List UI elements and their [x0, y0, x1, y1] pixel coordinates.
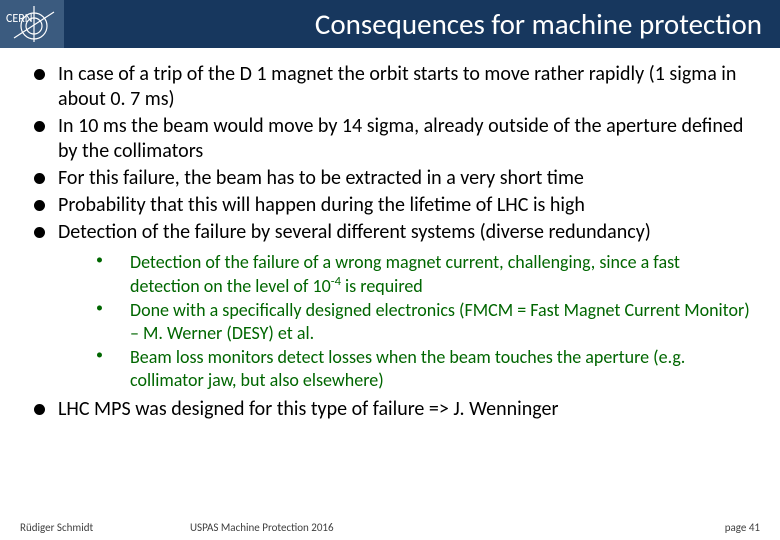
sub-bullet-item: Done with a specifically designed electr… [86, 299, 752, 344]
cern-logo-text: CERN [6, 12, 33, 26]
footer-event: USPAS Machine Protection 2016 [190, 521, 680, 534]
slide-content: In case of a trip of the D 1 magnet the … [0, 48, 780, 422]
footer-page: page 41 [680, 521, 760, 534]
bullet-item: In 10 ms the beam would move by 14 sigma… [28, 114, 752, 164]
bullet-item: In case of a trip of the D 1 magnet the … [28, 62, 752, 112]
sub-bullet-item: Detection of the failure of a wrong magn… [86, 251, 752, 297]
bullet-item: Detection of the failure by several diff… [28, 220, 752, 245]
sub-bullet-item: Beam loss monitors detect losses when th… [86, 346, 752, 391]
bullet-item: LHC MPS was designed for this type of fa… [28, 397, 752, 422]
slide-title: Consequences for machine protection [64, 6, 780, 42]
sub-bullet-list: Detection of the failure of a wrong magn… [86, 251, 752, 391]
slide-footer: Rüdiger Schmidt USPAS Machine Protection… [0, 521, 780, 534]
main-bullet-list-2: LHC MPS was designed for this type of fa… [28, 397, 752, 422]
bullet-item: For this failure, the beam has to be ext… [28, 166, 752, 191]
exponent: -4 [331, 274, 341, 289]
cern-logo: CERN [0, 0, 64, 48]
footer-author: Rüdiger Schmidt [20, 521, 190, 534]
main-bullet-list: In case of a trip of the D 1 magnet the … [28, 62, 752, 245]
sub-text: is required [341, 275, 423, 297]
slide-header: CERN Consequences for machine protection [0, 0, 780, 48]
bullet-item: Probability that this will happen during… [28, 193, 752, 218]
